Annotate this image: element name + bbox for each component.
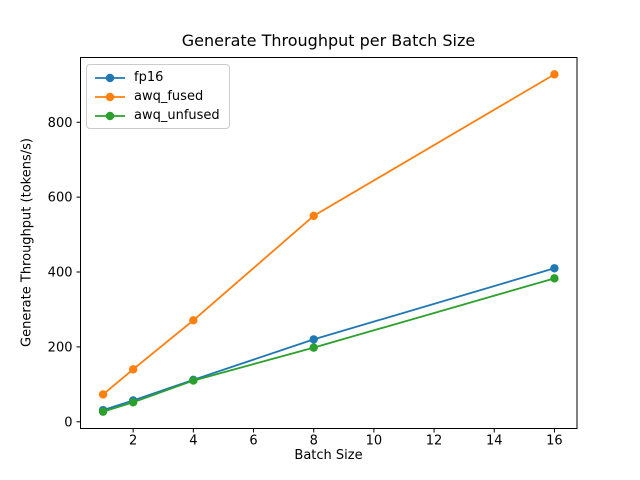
legend-marker-awq_unfused: [95, 111, 125, 120]
legend-item-fp16: fp16: [94, 70, 220, 85]
data-point-awq_fused: [98, 390, 108, 399]
chart-title: Generate Throughput per Batch Size: [181, 31, 476, 50]
plot-border: [80, 57, 578, 429]
x-tick-label: 6: [249, 434, 257, 449]
data-point-awq_unfused: [128, 398, 138, 407]
y-tick-label: 800: [48, 116, 73, 131]
legend-marker-awq_fused: [95, 92, 125, 101]
x-tick-label: 16: [546, 434, 563, 449]
legend-marker-fp16: [95, 73, 125, 82]
x-tick-label: 8: [310, 434, 318, 449]
series-line-awq_unfused: [102, 277, 556, 413]
x-tick-label: 12: [426, 434, 443, 449]
y-tick-label: 200: [48, 340, 73, 355]
x-tick-label: 14: [486, 434, 503, 449]
y-tick-label: 400: [48, 266, 73, 281]
legend-label: fp16: [134, 70, 164, 85]
legend: fp16 awq_fused awq_unfused: [86, 64, 230, 129]
data-point-fp16: [550, 264, 559, 273]
data-point-awq_fused: [550, 70, 559, 79]
data-point-awq_unfused: [309, 343, 318, 352]
legend-label: awq_fused: [134, 89, 204, 104]
data-point-awq_fused: [128, 365, 138, 374]
legend-item-awq_unfused: awq_unfused: [94, 108, 220, 123]
data-point-awq_unfused: [550, 274, 559, 283]
data-point-awq_fused: [309, 211, 318, 221]
legend-item-awq_fused: awq_fused: [94, 89, 220, 104]
data-point-awq_unfused: [189, 376, 198, 385]
x-tick-label: 4: [189, 434, 197, 449]
data-point-awq_fused: [189, 316, 198, 325]
legend-label: awq_unfused: [134, 108, 220, 123]
data-point-awq_unfused: [98, 407, 108, 416]
data-point-fp16: [309, 335, 318, 344]
x-axis-label: Batch Size: [294, 448, 363, 463]
x-tick-label: 10: [366, 434, 383, 449]
y-tick-label: 600: [48, 191, 73, 206]
y-tick-label: 0: [64, 415, 72, 430]
x-tick-label: 2: [129, 434, 137, 449]
